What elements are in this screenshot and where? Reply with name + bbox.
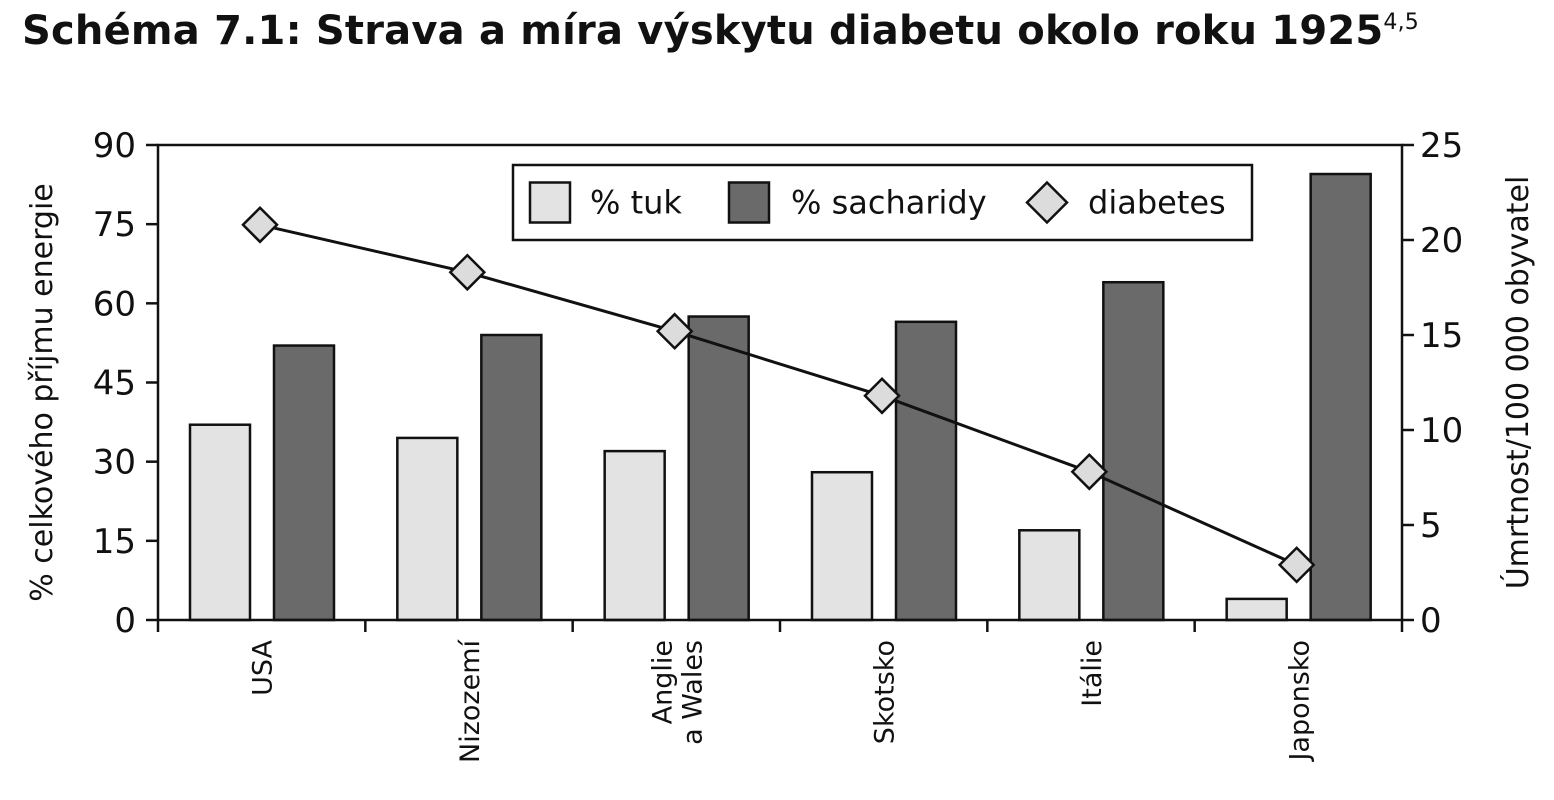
bar-fat-5 [1225, 597, 1288, 622]
chart-title-text: Schéma 7.1: Strava a míra výskytu diabet… [22, 8, 1384, 54]
bar-carbs-0 [272, 344, 336, 622]
axes-group: 0 15 30 45 60 75 90 0 5 10 15 20 25 USA Nizozemí Anglie… [25, 126, 1536, 763]
legend-label-carbs: % sacharidy [791, 184, 987, 222]
legend-label-diabetes: diabetes [1088, 184, 1226, 222]
legend-label-fat: % tuk [590, 184, 682, 222]
x-category-label-4: Itálie [1077, 640, 1108, 707]
diabetes-point-3 [863, 377, 901, 415]
x-category-label-line: a Wales [677, 640, 708, 745]
diabetes-line [259, 223, 1298, 567]
diabetes-point-0 [241, 206, 279, 244]
bar-fat-4 [1018, 529, 1081, 622]
chart-title-superscript: 4,5 [1383, 10, 1420, 35]
legend-swatch-carbs [727, 181, 771, 224]
legend: % tuk % sacharidy diabetes [511, 163, 1254, 242]
x-category-label-line: Skotsko [870, 640, 901, 744]
y-right-tick-label: 15 [1420, 316, 1463, 356]
x-category-label-3: Skotsko [870, 640, 901, 744]
x-category-label-line: Japonsko [1284, 640, 1315, 763]
y-right-tick-label: 0 [1420, 601, 1442, 641]
diabetes-point-5 [1277, 546, 1316, 584]
y-right-tick-label: 20 [1420, 221, 1463, 261]
y-left-tick-label: 60 [93, 284, 136, 324]
y-left-tick-label: 90 [93, 126, 136, 166]
legend-swatch-diabetes [1025, 180, 1069, 225]
y-left-tick-label: 75 [93, 205, 136, 245]
legend-box [511, 163, 1254, 242]
bar-carbs-5 [1309, 172, 1372, 622]
diabetes-point-4 [1070, 453, 1109, 491]
bar-fat-0 [188, 423, 252, 622]
bar-group [188, 172, 1372, 622]
diabetes-line-group [241, 206, 1316, 584]
x-category-label-line: Itálie [1077, 640, 1108, 707]
y-left-axis-title: % celkového příjmu energie [25, 183, 60, 602]
bar-fat-3 [810, 470, 874, 622]
diabetes-point-1 [448, 253, 487, 292]
diabetes-point-2 [655, 312, 694, 350]
bar-carbs-2 [687, 315, 750, 622]
x-category-label-0: USA [248, 639, 279, 695]
y-right-axis-title: Úmrtnost/100 000 obyvatel [1499, 176, 1536, 590]
y-right-tick-label: 10 [1420, 411, 1463, 451]
y-left-tick-label: 0 [114, 601, 136, 641]
bar-fat-2 [603, 449, 666, 622]
y-left-tick-label: 30 [93, 443, 136, 483]
y-left-tick-label: 45 [93, 364, 136, 404]
x-category-label-1: Nizozemí [455, 639, 486, 763]
bar-fat-1 [396, 436, 459, 622]
bar-carbs-4 [1102, 280, 1165, 622]
x-category-label-line: USA [248, 639, 279, 695]
y-right-tick-label: 5 [1420, 506, 1442, 546]
bar-carbs-3 [894, 320, 958, 622]
x-category-label-line: Anglie [647, 640, 678, 724]
y-left-tick-label: 15 [93, 522, 136, 562]
x-category-label-5: Japonsko [1284, 640, 1315, 763]
legend-swatch-fat [528, 181, 572, 224]
chart-title: Schéma 7.1: Strava a míra výskytu diabet… [22, 8, 1419, 54]
x-category-label-2: Anglie a Wales [647, 640, 708, 745]
bar-carbs-1 [480, 333, 543, 622]
x-category-label-line: Nizozemí [455, 639, 486, 763]
y-right-tick-label: 25 [1420, 126, 1463, 166]
